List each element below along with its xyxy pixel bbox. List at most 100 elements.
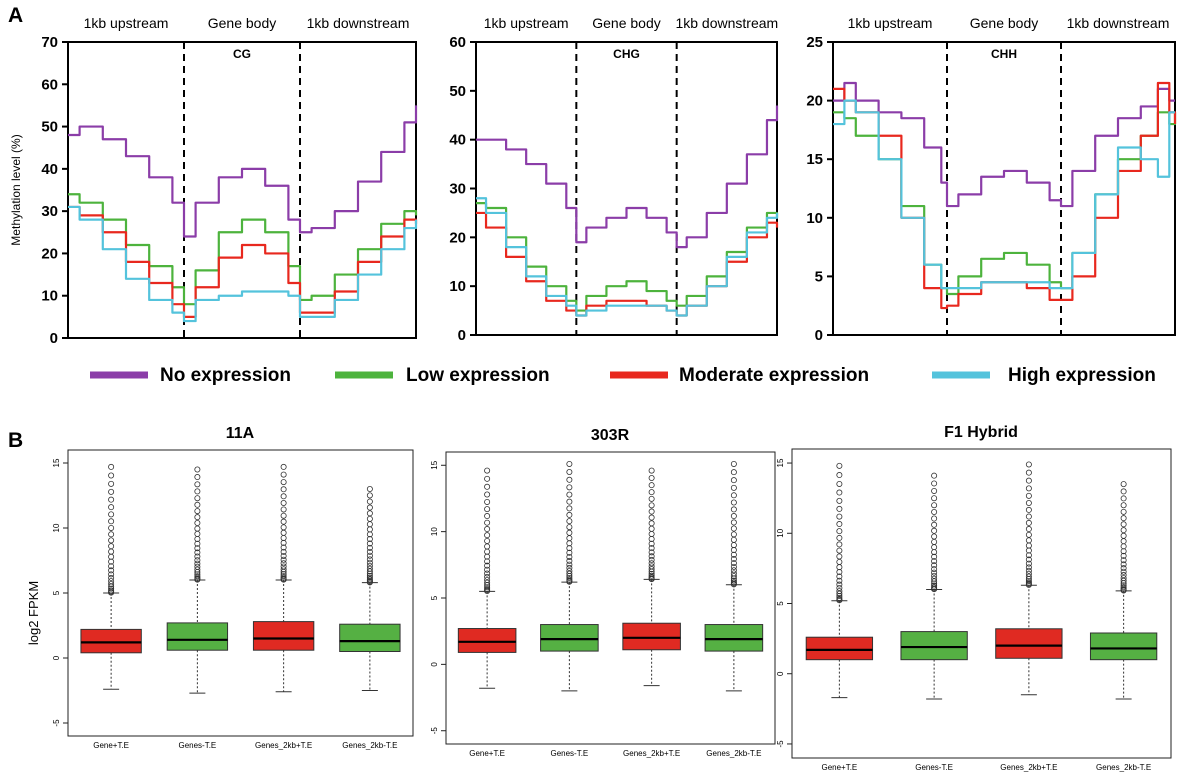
outlier-point bbox=[280, 573, 287, 580]
outlier-point bbox=[280, 560, 287, 567]
outlier-point bbox=[1025, 513, 1032, 520]
outlier-point bbox=[836, 513, 843, 520]
outlier-point bbox=[1025, 579, 1032, 586]
outlier-point bbox=[1120, 584, 1127, 591]
outlier-point bbox=[366, 510, 373, 517]
outlier-point bbox=[730, 551, 737, 558]
outlier-point bbox=[1120, 521, 1127, 528]
y-tick-label: 50 bbox=[449, 83, 466, 100]
y-tick-label: 0 bbox=[430, 662, 439, 667]
series-line-high-expression bbox=[833, 99, 1175, 290]
outlier-point bbox=[566, 553, 573, 560]
y-tick-label: 15 bbox=[776, 458, 785, 467]
box bbox=[995, 628, 1063, 659]
outlier-point bbox=[730, 570, 737, 577]
y-tick-label: 60 bbox=[41, 76, 58, 93]
outlier-point bbox=[108, 496, 115, 503]
outlier-point bbox=[280, 463, 287, 470]
outlier-point bbox=[194, 501, 201, 508]
y-tick-label: 0 bbox=[52, 655, 61, 660]
y-tick-label: 10 bbox=[449, 278, 466, 295]
outlier-point bbox=[366, 485, 373, 492]
outlier-point bbox=[931, 521, 938, 528]
outlier-point bbox=[730, 560, 737, 567]
outlier-point bbox=[280, 529, 287, 536]
outlier-point bbox=[108, 531, 115, 538]
outlier-point bbox=[194, 481, 201, 488]
category-label: Genes-T.E bbox=[178, 741, 216, 750]
outlier-point bbox=[484, 483, 491, 490]
outlier-point bbox=[730, 519, 737, 526]
y-tick-label: 0 bbox=[815, 327, 823, 344]
outlier-point bbox=[648, 502, 655, 509]
outlier-point bbox=[566, 518, 573, 525]
outlier-point bbox=[194, 563, 201, 570]
outlier-point bbox=[931, 472, 938, 479]
outlier-point bbox=[1025, 492, 1032, 499]
outlier-point bbox=[194, 508, 201, 515]
category-label: Genes_2kb-T.E bbox=[706, 749, 761, 758]
y-tick-label: 5 bbox=[815, 268, 823, 285]
outlier-point bbox=[730, 563, 737, 570]
category-label: Gene+T.E bbox=[821, 763, 857, 772]
outlier-point bbox=[931, 487, 938, 494]
outlier-point bbox=[836, 573, 843, 580]
outlier-point bbox=[194, 571, 201, 578]
outlier-point bbox=[194, 549, 201, 556]
outlier-point bbox=[566, 524, 573, 531]
line-chart-chh: 0 5 10 15 20 25 1kb upstream Gene body 1kb downs… bbox=[806, 15, 1177, 344]
outlier-point bbox=[194, 525, 201, 532]
outlier-point bbox=[280, 499, 287, 506]
outlier-point bbox=[366, 526, 373, 533]
outlier-point bbox=[280, 506, 287, 513]
outlier-point bbox=[194, 557, 201, 564]
outlier-point bbox=[1025, 560, 1032, 567]
outlier-point bbox=[484, 467, 491, 474]
outlier-point bbox=[280, 563, 287, 570]
outlier-point bbox=[484, 526, 491, 533]
region-label: Gene body bbox=[592, 15, 661, 31]
outlier-point bbox=[836, 521, 843, 528]
outlier-point bbox=[730, 506, 737, 513]
box bbox=[80, 628, 142, 654]
box-chart-f1-hybrid: F1 Hybrid -5 0 5 10 15 Gene+T.E Genes-T.E Genes_… bbox=[776, 424, 1172, 772]
outlier-point bbox=[1025, 531, 1032, 538]
outlier-point bbox=[931, 527, 938, 534]
outlier-point bbox=[280, 544, 287, 551]
outlier-point bbox=[1025, 578, 1032, 585]
outlier-point bbox=[566, 460, 573, 467]
outlier-point bbox=[836, 547, 843, 554]
outlier-point bbox=[836, 497, 843, 504]
category-label: Gene+T.E bbox=[93, 741, 129, 750]
outlier-point bbox=[1025, 469, 1032, 476]
category-label: Genes-T.E bbox=[550, 749, 588, 758]
y-tick-label: 40 bbox=[41, 161, 58, 178]
outlier-point bbox=[648, 549, 655, 556]
outlier-point bbox=[730, 525, 737, 532]
y-tick-label: 30 bbox=[449, 181, 466, 198]
outlier-point bbox=[931, 569, 938, 576]
y-tick-label: 0 bbox=[776, 671, 785, 676]
outlier-point bbox=[1120, 561, 1127, 568]
outlier-point bbox=[836, 584, 843, 591]
y-axis-label: Methylation level (%) bbox=[9, 134, 23, 245]
outlier-point bbox=[836, 541, 843, 548]
outlier-point bbox=[1120, 575, 1127, 582]
plot-frame bbox=[791, 448, 1172, 759]
outlier-point bbox=[1120, 582, 1127, 589]
outlier-point bbox=[730, 577, 737, 584]
context-label: CG bbox=[233, 47, 251, 61]
outlier-point bbox=[484, 562, 491, 569]
plot-frame bbox=[67, 449, 414, 737]
series-line-high-expression bbox=[68, 205, 418, 323]
outlier-point bbox=[194, 488, 201, 495]
outlier-point bbox=[648, 570, 655, 577]
series-line-no-expression bbox=[833, 81, 1175, 208]
outlier-point bbox=[566, 576, 573, 583]
box bbox=[805, 636, 874, 661]
outlier-point bbox=[280, 471, 287, 478]
series-line-no-expression bbox=[68, 105, 418, 238]
y-tick-label: 10 bbox=[41, 288, 58, 305]
outlier-point bbox=[366, 556, 373, 563]
region-label: 1kb upstream bbox=[484, 15, 569, 31]
